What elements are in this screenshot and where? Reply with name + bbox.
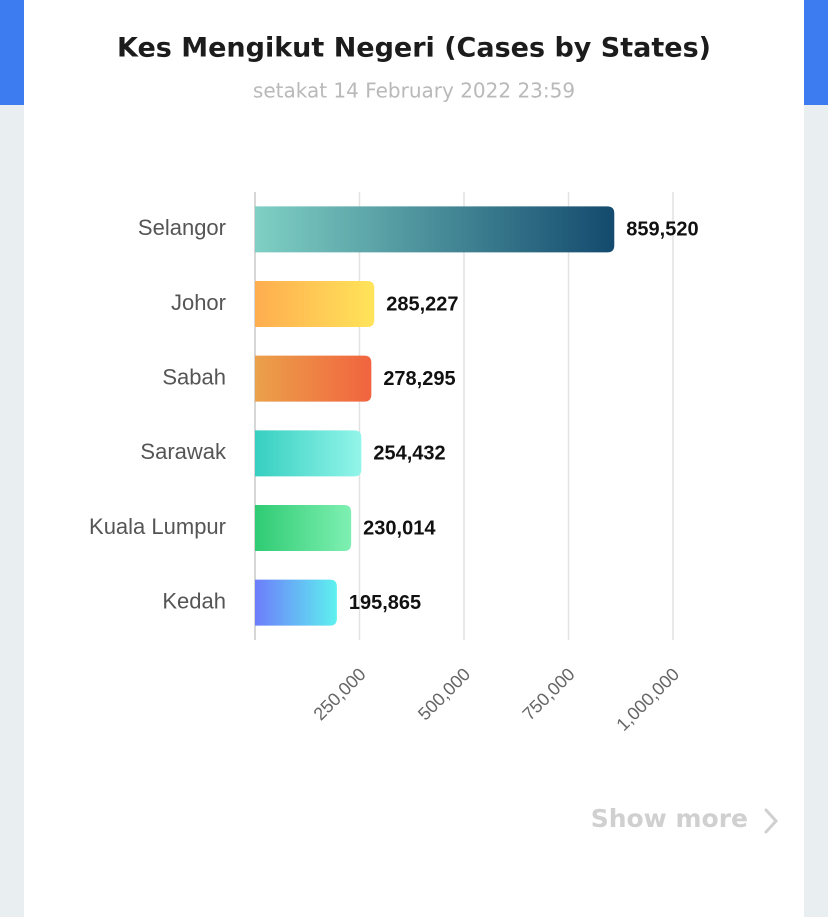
value-label: 195,865 <box>349 592 421 614</box>
value-label: 254,432 <box>373 443 445 465</box>
category-label: Kuala Lumpur <box>89 514 226 539</box>
bar <box>255 505 352 551</box>
category-label: Kedah <box>162 588 226 613</box>
bar <box>255 430 362 477</box>
category-label: Sarawak <box>140 439 227 464</box>
value-label: 230,014 <box>363 517 436 539</box>
card <box>24 0 804 917</box>
chart-title: Kes Mengikut Negeri (Cases by States) <box>117 33 711 64</box>
bar <box>255 355 372 402</box>
bar <box>255 281 375 327</box>
chevron[interactable] <box>764 808 779 834</box>
category-label: Johor <box>171 290 226 315</box>
category-label: Selangor <box>138 215 226 240</box>
chart-subtitle: setakat 14 February 2022 23:59 <box>253 79 575 103</box>
show-more-button[interactable]: Show more <box>591 804 779 834</box>
bar <box>255 579 337 626</box>
value-label: 285,227 <box>386 293 458 315</box>
show-more-label[interactable]: Show more <box>591 804 748 833</box>
value-label: 859,520 <box>626 219 698 241</box>
bar <box>255 206 615 253</box>
category-label: Sabah <box>162 364 226 389</box>
value-label: 278,295 <box>383 368 455 390</box>
